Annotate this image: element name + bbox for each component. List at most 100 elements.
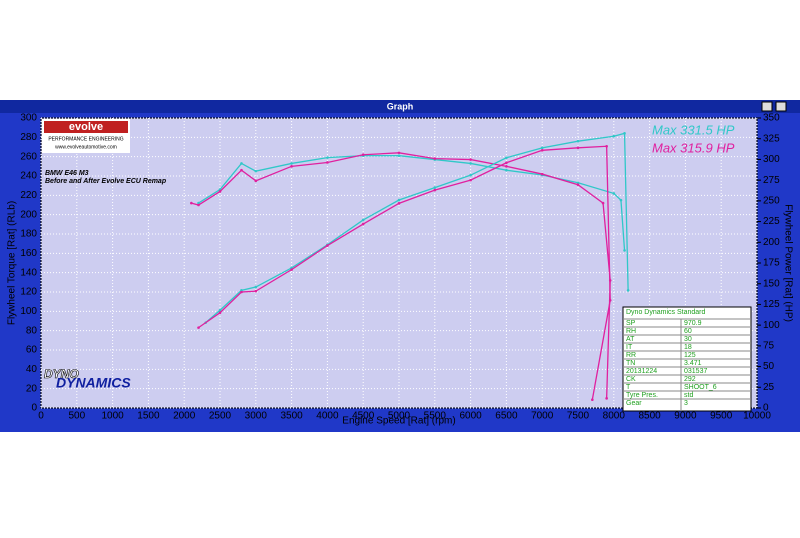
y2-tick-label: 25 [763,382,775,393]
point [254,179,258,183]
y2-tick-label: 275 [763,175,780,186]
y2-tick-label: 125 [763,299,780,310]
point [433,157,437,160]
point [361,222,365,226]
x-tick-label: 1500 [137,411,160,422]
y-tick-label: 120 [20,287,37,298]
point [576,139,580,143]
table-cell: TN [626,360,635,367]
point [197,203,200,207]
series-line [198,155,626,251]
point [623,249,626,252]
y2-tick-label: 100 [763,320,780,331]
y-tick-label: 260 [20,151,37,162]
table-cell: 18 [684,344,692,351]
y2-tick-label: 300 [763,154,780,165]
x-tick-label: 10000 [743,411,771,422]
brand-first: DYNO [44,367,79,381]
table-cell: 20131224 [626,368,657,375]
point [591,398,594,402]
point [619,198,623,202]
table-cell: CK [626,376,636,383]
y-tick-label: 100 [20,306,37,317]
point [397,151,401,155]
y2-tick-label: 50 [763,361,775,372]
y2-tick-label: 200 [763,237,780,248]
table-cell: 3.471 [684,360,702,367]
series-line [205,132,629,324]
table-cell: 30 [684,336,692,343]
point [576,146,580,150]
y-tick-label: 60 [26,345,38,356]
table-cell: RH [626,328,636,335]
y-tick-label: 180 [20,229,37,240]
table-cell: 292 [684,376,696,383]
point [612,134,616,138]
point [469,158,472,161]
table-cell: 970.9 [684,320,702,327]
y2-tick-label: 175 [763,258,780,269]
y-tick-label: 280 [20,132,37,143]
logo-name: evolve [69,121,103,133]
y2-tick-label: 325 [763,133,780,144]
table-cell: IT [626,344,633,351]
point [505,156,508,160]
y-tick-label: 20 [26,383,38,394]
point [601,201,605,205]
series-line [198,145,611,400]
point [433,186,437,189]
table-cell: 3 [684,400,688,407]
point [254,285,258,289]
y2-axis-label: Flywheel Power [Rat] (HP) [782,204,793,322]
x-tick-label: 500 [68,411,85,422]
table-cell: 125 [684,352,696,359]
close-button[interactable] [775,101,787,112]
table-cell: RR [626,352,636,359]
table-cell: std [684,392,693,399]
point [469,173,472,177]
x-tick-label: 9000 [674,411,697,422]
x-tick-label: 5000 [388,411,411,422]
table-cell: SHOOT_6 [684,384,717,391]
annotation: Before and After Evolve ECU Remap [45,178,167,185]
y2-tick-label: 350 [763,113,780,124]
point [326,156,329,159]
point [218,308,222,312]
point [505,165,508,168]
point [397,154,401,157]
y2-tick-label: 225 [763,216,780,227]
x-tick-label: 7000 [531,411,554,422]
y-tick-label: 40 [26,364,38,375]
point [605,144,608,148]
point [608,298,612,302]
point [290,268,293,271]
y-tick-label: 240 [20,171,37,182]
x-tick-label: 2000 [173,411,196,422]
point [254,289,258,293]
table-cell: Gear [626,400,642,407]
x-tick-label: 9500 [710,411,733,422]
table-cell: T [626,384,631,391]
table-cell: Tyre Pres. [626,392,658,399]
point [612,192,616,195]
x-axis-label: Engine Speed [Rat] (rpm) [342,416,455,427]
point [469,178,472,182]
table-cell: AT [626,336,635,343]
title-bar [0,100,800,113]
point [361,218,365,222]
y-tick-label: 160 [20,248,37,259]
point [326,161,329,164]
brand-second: DYNAMICS [56,375,131,391]
point [326,244,329,247]
table-cell: 60 [684,328,692,335]
point [397,202,401,205]
y2-tick-label: 75 [763,340,775,351]
restore-button[interactable] [761,101,773,112]
point [361,153,365,157]
x-tick-label: 5500 [424,411,447,422]
table-cell: SP [626,320,636,327]
point [240,162,243,165]
x-tick-label: 7500 [567,411,590,422]
